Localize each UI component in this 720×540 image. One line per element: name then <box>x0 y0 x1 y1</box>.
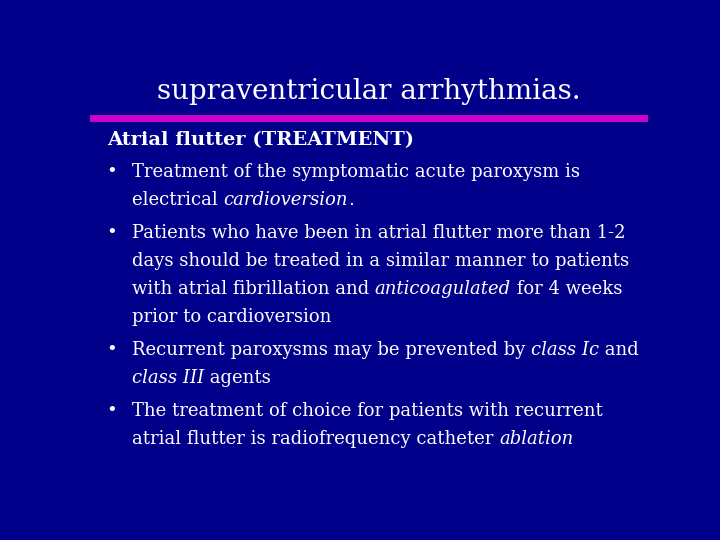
Text: days should be treated in a similar manner to patients: days should be treated in a similar mann… <box>132 252 629 270</box>
Bar <box>90 114 648 122</box>
Text: for 4 weeks: for 4 weeks <box>511 280 622 298</box>
Text: class III: class III <box>132 369 204 387</box>
Text: Patients who have been in atrial flutter more than 1-2: Patients who have been in atrial flutter… <box>132 224 626 241</box>
Text: atrial flutter is radiofrequency catheter: atrial flutter is radiofrequency cathete… <box>132 430 499 448</box>
Text: •: • <box>107 341 117 359</box>
Text: Atrial flutter (TREATMENT): Atrial flutter (TREATMENT) <box>107 131 414 150</box>
Text: electrical: electrical <box>132 191 223 209</box>
Text: supraventricular arrhythmias.: supraventricular arrhythmias. <box>157 78 581 105</box>
Text: .: . <box>348 191 354 209</box>
Text: with atrial fibrillation and: with atrial fibrillation and <box>132 280 375 298</box>
Text: •: • <box>107 163 117 181</box>
Text: ablation: ablation <box>499 430 573 448</box>
Text: anticoagulated: anticoagulated <box>375 280 511 298</box>
Text: Treatment of the symptomatic acute paroxysm is: Treatment of the symptomatic acute parox… <box>132 163 580 181</box>
Text: •: • <box>107 402 117 420</box>
Text: cardioversion: cardioversion <box>223 191 348 209</box>
Text: The treatment of choice for patients with recurrent: The treatment of choice for patients wit… <box>132 402 603 420</box>
Text: agents: agents <box>204 369 271 387</box>
Text: •: • <box>107 224 117 241</box>
Text: Recurrent paroxysms may be prevented by: Recurrent paroxysms may be prevented by <box>132 341 531 359</box>
Text: prior to cardioversion: prior to cardioversion <box>132 308 331 326</box>
Text: class Ic: class Ic <box>531 341 599 359</box>
Text: and: and <box>599 341 639 359</box>
